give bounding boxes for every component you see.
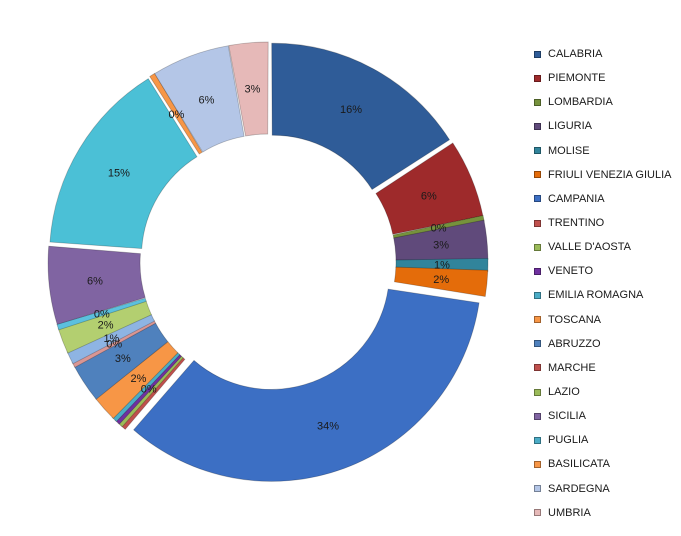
legend-label: CAMPANIA [548,192,605,205]
slice-value-label: 0% [168,109,184,121]
slice-valle-d-aosta [117,355,184,428]
legend-label: LIGURIA [548,120,593,133]
legend-label: MARCHE [548,361,596,374]
legend-swatch [534,364,541,372]
slice-value-label: 1% [103,333,119,345]
legend-item: EMILIA ROMAGNA [534,283,671,307]
slice-umbria [149,72,203,155]
legend-item: ABRUZZO [534,332,671,356]
legend-item: BASILICATA [534,452,671,476]
legend-item: MARCHE [534,356,671,380]
slice-liguria [393,219,489,261]
legend-label: TRENTINO [548,217,605,230]
slice-value-label: 6% [198,94,214,106]
legend-item: CAMPANIA [534,187,671,211]
legend-swatch [534,122,541,130]
legend-label: VALLE D'AOSTA [548,241,631,254]
legend-label: FRIULI VENEZIA GIULIA [548,168,672,181]
slice-sicilia [57,300,152,354]
legend-item: VENETO [534,259,671,283]
legend-swatch [534,436,541,444]
legend-swatch [534,195,541,203]
slice-value-label: 16% [340,104,362,116]
slice-value-label: 6% [87,276,103,288]
legend-item: PIEMONTE [534,66,671,90]
slice-value-label: 0% [94,308,110,320]
slice-value-label: 2% [131,373,147,385]
legend-item: LIGURIA [534,114,671,138]
legend-swatch [534,267,541,275]
legend-swatch [534,412,541,420]
slice-value-label: 2% [98,319,114,331]
slice-value-label: 0% [106,338,122,350]
doughnut-slices [47,41,489,482]
slice-puglia [56,297,147,331]
legend-label: MOLISE [548,144,590,157]
legend-label: EMILIA ROMAGNA [548,289,644,302]
legend-label: SARDEGNA [548,482,610,495]
slice-sardegna [49,78,198,249]
legend-swatch [534,291,541,299]
slice-unnamed-21 [228,41,269,137]
slice-toscana [95,341,179,420]
legend-item: UMBRIA [534,501,671,525]
slice-calabria [271,42,451,191]
legend-label: ABRUZZO [548,337,601,350]
legend-label: CALABRIA [548,48,603,61]
legend-swatch [534,171,541,179]
legend-item: SICILIA [534,404,671,428]
legend-swatch [534,316,541,324]
legend-swatch [534,74,541,82]
legend-swatch [534,509,541,517]
legend-label: LAZIO [548,386,580,399]
legend-swatch [534,388,541,396]
legend-label: PIEMONTE [548,72,606,85]
legend-label: VENETO [548,265,594,278]
slice-value-label: 0% [431,222,447,234]
legend-label: SICILIA [548,410,586,423]
legend-item: PUGLIA [534,428,671,452]
slice-value-label: 6% [421,190,437,202]
slice-value-label: 3% [115,353,131,365]
legend-swatch [534,147,541,155]
legend-label: LOMBARDIA [548,96,613,109]
slice-value-label: 3% [245,84,261,96]
legend-item: CALABRIA [534,42,671,66]
slice-value-label: 3% [433,239,449,251]
legend-label: PUGLIA [548,434,589,447]
slice-trentino [120,356,186,430]
chart-legend: CALABRIA PIEMONTE LOMBARDIA LIGURIA MOLISE FR… [534,42,671,525]
slice-value-label: 0% [141,384,157,396]
slice-value-label: 2% [433,274,449,286]
legend-swatch [534,98,541,106]
legend-swatch [534,485,541,493]
legend-item: MOLISE [534,139,671,163]
legend-item: LAZIO [534,380,671,404]
legend-swatch [534,219,541,227]
slice-abruzzo [73,322,169,400]
slice-basilicata [47,245,146,325]
legend-label: TOSCANA [548,313,601,326]
slice-value-label: 34% [317,420,339,432]
legend-item: TRENTINO [534,211,671,235]
slice-value-label: 15% [108,167,130,179]
legend-swatch [534,460,541,468]
legend-item: TOSCANA [534,308,671,332]
slice-campania [133,288,480,482]
doughnut-labels: 16%6%0%3%1%2%34%0%2%3%0%1%2%0%6%15%0%6%3… [87,84,450,433]
legend-item: VALLE D'AOSTA [534,235,671,259]
slice-veneto [114,353,183,425]
legend-swatch [534,243,541,251]
legend-swatch [534,50,541,58]
legend-item: SARDEGNA [534,477,671,501]
legend-label: BASILICATA [548,458,610,471]
legend-item: FRIULI VENEZIA GIULIA [534,163,671,187]
legend-swatch [534,340,541,348]
legend-label: UMBRIA [548,506,591,519]
slice-unnamed-20 [154,45,245,153]
slice-value-label: 1% [434,259,450,271]
legend-item: LOMBARDIA [534,90,671,114]
slice-friuli-venezia-giulia [393,266,489,298]
